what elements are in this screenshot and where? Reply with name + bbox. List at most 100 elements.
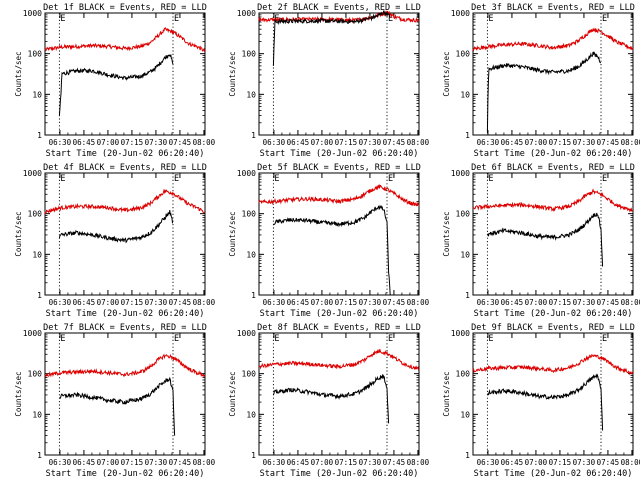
x-tick-label: 07:30 (145, 458, 168, 467)
y-tick-label: 1000 (23, 169, 42, 178)
x-tick-label: 07:30 (145, 298, 168, 307)
y-axis-label: Counts/sec (228, 51, 237, 96)
lld-series-line (258, 183, 420, 207)
chart-panel-3: Det 3f BLACK = Events, RED = LLD 1 10 100 10… (442, 3, 640, 159)
y-tick-label: 1000 (451, 329, 470, 338)
y-tick-label: 1000 (23, 329, 42, 338)
events-series-line (58, 210, 174, 244)
y-axis-label: Counts/sec (14, 211, 23, 256)
y-tick-label: 1 (251, 291, 256, 300)
event-marker-label: E (174, 14, 179, 24)
x-axis-label: Start Time (20-Jun-02 06:20:40) (46, 469, 205, 479)
x-tick-label: 06:45 (287, 138, 310, 147)
event-marker-label: E (388, 334, 393, 344)
y-tick-label: 10 (32, 250, 42, 259)
y-axis-label: Counts/sec (14, 51, 23, 96)
y-axis-label: Counts/sec (442, 211, 451, 256)
chart-panel-4: Det 4f BLACK = Events, RED = LLD 1 10 100 10… (14, 163, 216, 319)
chart-title: Det 1f BLACK = Events, RED = LLD (43, 3, 207, 13)
event-marker-label: E (602, 174, 607, 184)
y-tick-label: 10 (246, 90, 256, 99)
y-tick-label: 10 (32, 90, 42, 99)
x-tick-label: 07:15 (335, 298, 358, 307)
x-tick-label: 08:00 (621, 138, 640, 147)
x-tick-label: 07:45 (597, 138, 620, 147)
x-tick-label: 07:30 (573, 298, 596, 307)
x-tick-label: 06:30 (49, 138, 72, 147)
x-tick-label: 06:30 (263, 298, 286, 307)
x-tick-label: 08:00 (621, 458, 640, 467)
lld-series-line (473, 188, 634, 213)
y-tick-label: 100 (28, 50, 43, 59)
chart-title: Det 4f BLACK = Events, RED = LLD (43, 163, 207, 173)
x-tick-label: 07:00 (311, 298, 334, 307)
chart-panel-8: Det 8f BLACK = Events, RED = LLD 1 10 100 10… (228, 323, 430, 479)
event-marker-label: E (60, 14, 65, 24)
x-tick-label: 07:00 (97, 458, 120, 467)
x-tick-label: 06:45 (73, 458, 96, 467)
plot-frame (258, 332, 420, 456)
y-tick-label: 10 (460, 90, 470, 99)
x-tick-label: 06:45 (501, 138, 524, 147)
chart-title: Det 5f BLACK = Events, RED = LLD (257, 163, 421, 173)
lld-series-line (44, 188, 206, 215)
x-tick-label: 07:15 (335, 138, 358, 147)
y-tick-label: 100 (242, 210, 257, 219)
chart-panel-9: Det 9f BLACK = Events, RED = LLD 1 10 100 10… (442, 323, 640, 479)
x-tick-label: 07:15 (549, 138, 572, 147)
x-tick-label: 06:30 (477, 138, 500, 147)
x-tick-label: 07:00 (311, 458, 334, 467)
x-axis-label: Start Time (20-Jun-02 06:20:40) (474, 469, 633, 479)
chart-title: Det 7f BLACK = Events, RED = LLD (43, 323, 207, 333)
event-marker-label: E (388, 14, 393, 24)
chart-title: Det 2f BLACK = Events, RED = LLD (257, 3, 421, 13)
event-marker-label: E (274, 174, 279, 184)
events-series-line (272, 10, 391, 66)
lld-series-line (44, 27, 206, 52)
x-axis-label: Start Time (20-Jun-02 06:20:40) (260, 309, 419, 319)
plot-frame (472, 172, 634, 296)
event-marker-label: E (60, 334, 65, 344)
y-axis-label: Counts/sec (442, 51, 451, 96)
plot-frame (472, 12, 634, 136)
y-tick-label: 100 (456, 50, 471, 59)
x-tick-label: 07:45 (383, 458, 406, 467)
x-tick-label: 07:45 (597, 298, 620, 307)
x-tick-label: 07:00 (525, 138, 548, 147)
x-tick-label: 07:30 (359, 138, 382, 147)
plot-frame (258, 12, 420, 136)
plot-frame (44, 12, 206, 136)
chart-title: Det 3f BLACK = Events, RED = LLD (471, 3, 635, 13)
x-tick-label: 07:15 (549, 458, 572, 467)
x-tick-label: 06:45 (287, 458, 310, 467)
lld-series-line (44, 353, 206, 378)
y-tick-label: 10 (460, 250, 470, 259)
x-tick-label: 06:45 (501, 298, 524, 307)
event-marker-label: E (60, 174, 65, 184)
x-tick-label: 07:45 (597, 458, 620, 467)
x-tick-label: 06:45 (73, 138, 96, 147)
x-tick-label: 08:00 (621, 298, 640, 307)
y-tick-label: 1000 (237, 329, 256, 338)
y-axis-label: Counts/sec (14, 371, 23, 416)
x-tick-label: 06:30 (263, 138, 286, 147)
x-tick-label: 08:00 (193, 138, 216, 147)
x-tick-label: 07:15 (549, 298, 572, 307)
x-tick-label: 08:00 (407, 138, 430, 147)
x-tick-label: 07:00 (97, 138, 120, 147)
x-tick-label: 06:45 (501, 458, 524, 467)
plot-frame (44, 332, 206, 456)
x-tick-label: 07:15 (121, 298, 144, 307)
event-marker-label: E (488, 174, 493, 184)
lld-series-line (472, 353, 634, 376)
chart-panel-1: Det 1f BLACK = Events, RED = LLD 1 10 100 10… (14, 3, 216, 159)
x-tick-label: 07:15 (335, 458, 358, 467)
y-tick-label: 100 (28, 210, 43, 219)
x-axis-label: Start Time (20-Jun-02 06:20:40) (46, 149, 205, 159)
x-tick-label: 07:15 (121, 458, 144, 467)
y-tick-label: 100 (28, 370, 43, 379)
lld-series-line (258, 348, 420, 371)
x-tick-label: 06:30 (477, 298, 500, 307)
events-series-line (273, 204, 391, 296)
x-tick-label: 07:45 (383, 298, 406, 307)
